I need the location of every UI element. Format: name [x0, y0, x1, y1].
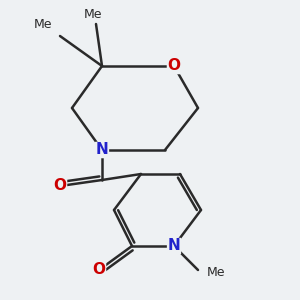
Text: O: O — [167, 58, 181, 74]
Text: O: O — [53, 178, 67, 194]
Text: Me: Me — [84, 8, 102, 21]
Text: N: N — [168, 238, 180, 253]
Text: Me: Me — [34, 19, 52, 32]
Text: N: N — [96, 142, 108, 158]
Text: O: O — [92, 262, 106, 278]
Text: Me: Me — [207, 266, 226, 280]
